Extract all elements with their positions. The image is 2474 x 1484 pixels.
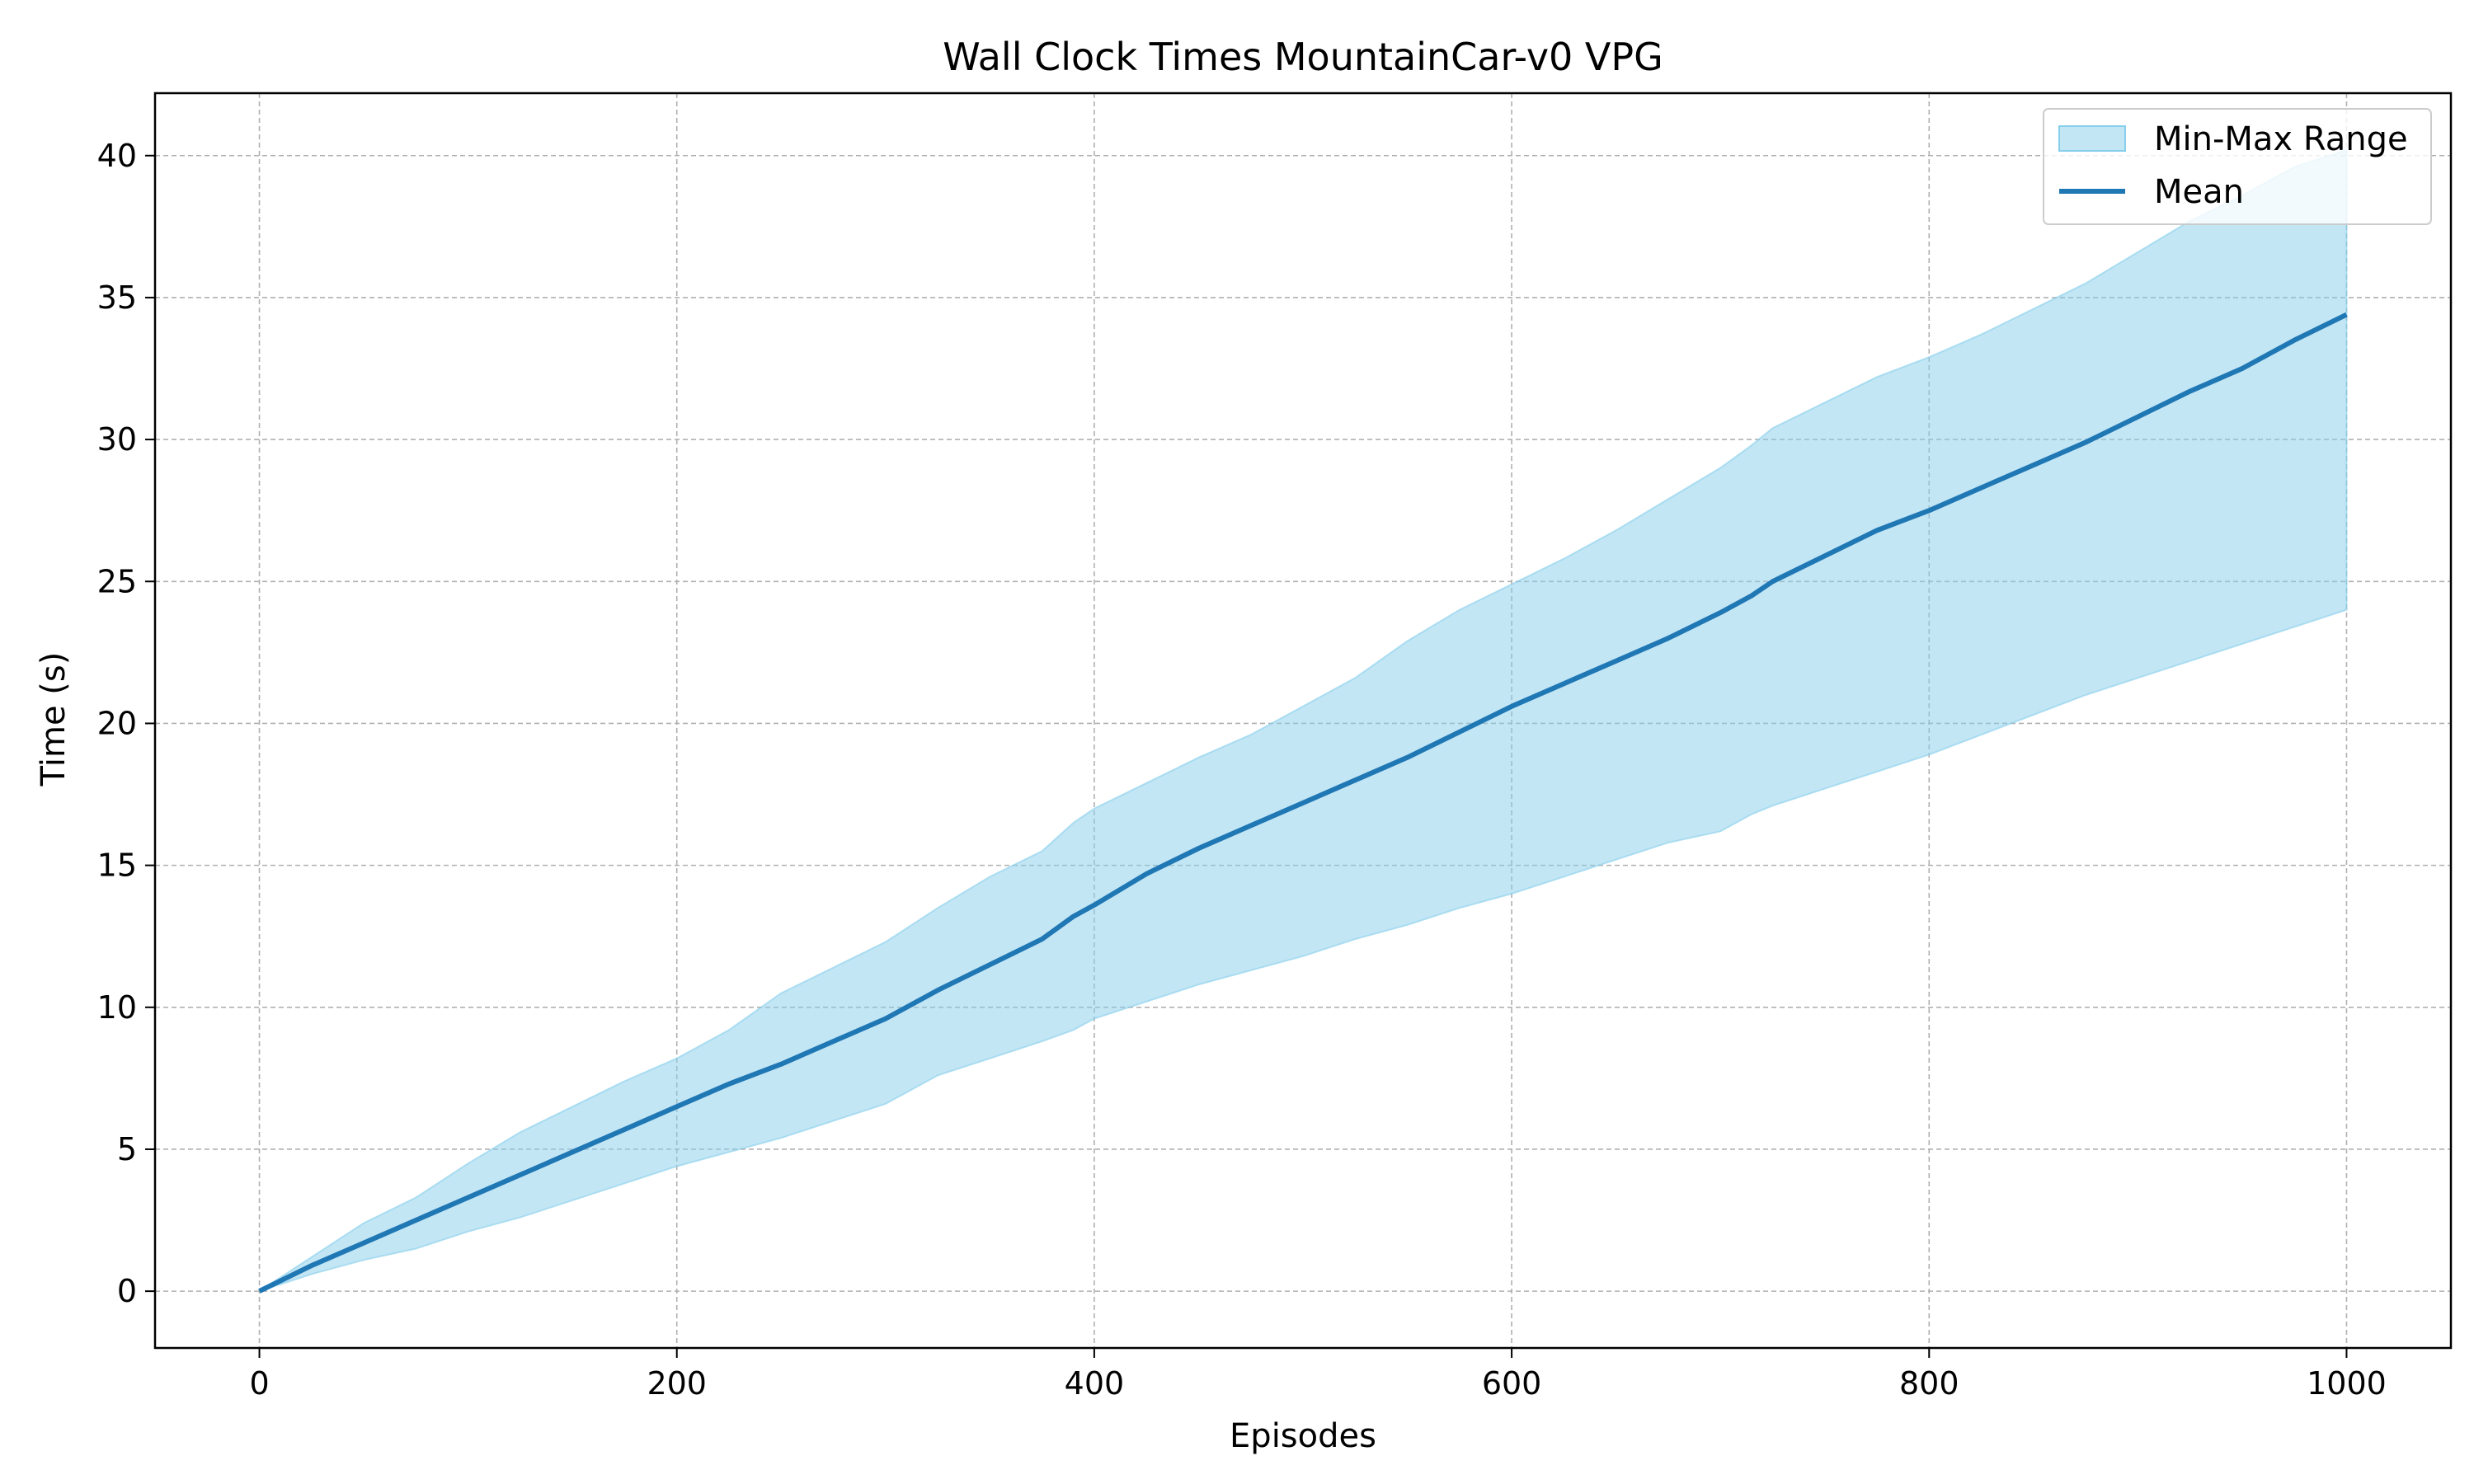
y-tick-label: 5 — [117, 1131, 137, 1167]
legend-label-mean: Mean — [2154, 173, 2244, 211]
y-axis-label: Time (s) — [35, 652, 73, 787]
y-tick-label: 10 — [97, 989, 137, 1026]
y-tick-label: 30 — [97, 421, 137, 458]
x-tick-label: 800 — [1899, 1365, 1959, 1402]
x-axis-ticks: 0 200 400 600 800 1000 — [249, 1348, 2387, 1402]
x-tick-label: 1000 — [2307, 1365, 2387, 1402]
x-tick-label: 400 — [1065, 1365, 1125, 1402]
y-tick-label: 35 — [97, 279, 137, 316]
legend-band-swatch — [2058, 125, 2126, 152]
y-tick-label: 20 — [97, 705, 137, 741]
legend-label-min-max-range: Min-Max Range — [2154, 120, 2408, 158]
chart-title: Wall Clock Times MountainCar-v0 VPG — [943, 35, 1663, 79]
x-tick-label: 0 — [249, 1365, 269, 1402]
mean-line — [258, 312, 2348, 1294]
legend-frame — [2043, 108, 2432, 225]
y-tick-label: 15 — [97, 848, 137, 884]
y-tick-label: 0 — [117, 1273, 137, 1309]
x-tick-label: 600 — [1482, 1365, 1542, 1402]
plot-frame — [153, 92, 2453, 1350]
y-axis-ticks: 0 5 10 15 20 25 30 35 40 — [97, 138, 155, 1309]
y-tick-label: 40 — [97, 138, 137, 174]
x-axis-label: Episodes — [1230, 1417, 1376, 1455]
min-max-range-band — [258, 148, 2348, 1293]
y-tick-label: 25 — [97, 563, 137, 599]
x-tick-label: 200 — [647, 1365, 707, 1402]
legend: Min-Max Range Mean — [2043, 108, 2432, 225]
